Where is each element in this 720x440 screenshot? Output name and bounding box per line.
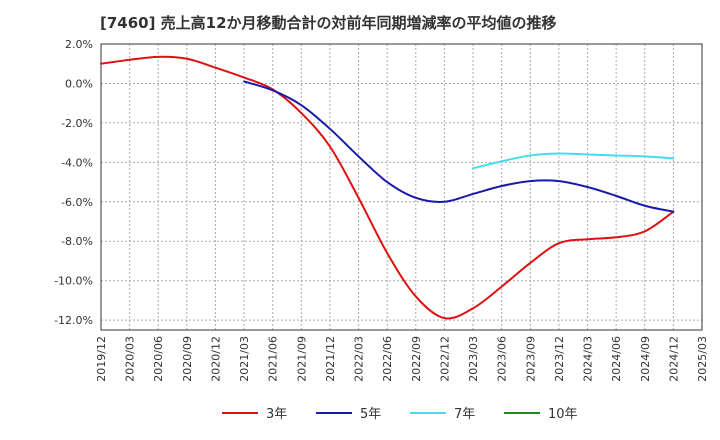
x-tick-label: 2021/06 (267, 336, 280, 382)
y-tick-label: -8.0% (61, 235, 93, 248)
x-tick-label: 2022/12 (438, 336, 451, 382)
y-tick-label: -6.0% (61, 196, 93, 209)
x-tick-label: 2023/06 (496, 336, 509, 382)
x-tick-label: 2024/03 (582, 336, 595, 382)
plot-area (101, 44, 702, 330)
y-tick-label: -10.0% (54, 275, 93, 288)
y-tick-label: 0.0% (65, 77, 93, 90)
x-tick-label: 2022/09 (410, 336, 423, 382)
x-tick-label: 2024/09 (639, 336, 652, 382)
x-tick-label: 2021/03 (238, 336, 251, 382)
series-lines (100, 55, 675, 320)
legend-label: 3年 (266, 407, 287, 422)
x-tick-label: 2020/06 (152, 336, 165, 382)
series-line-0 (100, 55, 675, 320)
x-tick-label: 2022/03 (353, 336, 366, 382)
x-tick-label: 2020/03 (124, 336, 137, 382)
y-tick-label: -12.0% (54, 314, 93, 327)
x-tick-label: 2023/12 (553, 336, 566, 382)
legend: 3年 5年 7年 10年 (222, 407, 578, 422)
x-tick-label: 2022/06 (381, 336, 394, 382)
x-tick-label: 2019/12 (95, 336, 108, 382)
legend-label: 10年 (548, 407, 578, 422)
chart-title: [7460] 売上高12か月移動合計の対前年同期増減率の平均値の推移 (100, 14, 557, 32)
y-tick-label: 2.0% (65, 38, 93, 51)
y-tick-label: -4.0% (61, 156, 93, 169)
x-tick-label: 2020/12 (209, 336, 222, 382)
x-tick-label: 2024/12 (667, 336, 680, 382)
legend-label: 7年 (454, 407, 475, 422)
y-tick-label: -2.0% (61, 117, 93, 130)
series-line-1 (243, 80, 675, 213)
x-tick-label: 2023/03 (467, 336, 480, 382)
plot-border (100, 43, 703, 331)
x-tick-label: 2025/03 (696, 336, 709, 382)
x-axis-ticks: 2019/12 2020/03 2020/06 2020/09 2020/12 2021/… (95, 336, 709, 382)
series-line-2 (472, 152, 675, 170)
legend-label: 5年 (360, 407, 381, 422)
x-tick-label: 2021/12 (324, 336, 337, 382)
x-tick-label: 2021/09 (295, 336, 308, 382)
y-axis-ticks: 2.0% 0.0% -2.0% -4.0% -6.0% -8.0% -10.0% -12.0% (54, 38, 93, 327)
x-tick-label: 2023/09 (524, 336, 537, 382)
x-tick-label: 2024/06 (610, 336, 623, 382)
x-tick-label: 2020/09 (181, 336, 194, 382)
